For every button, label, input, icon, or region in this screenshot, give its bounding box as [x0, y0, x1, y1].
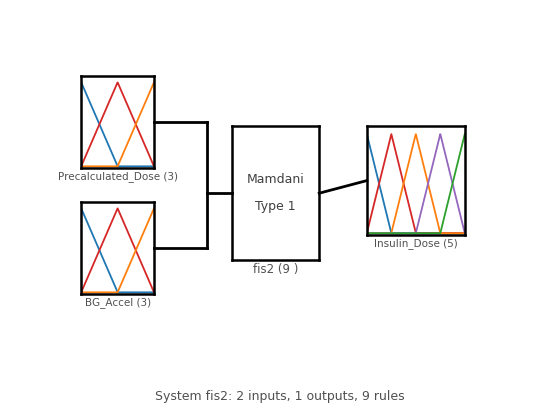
- Text: Mamdani: Mamdani: [247, 173, 305, 186]
- Text: System fis2: 2 inputs, 1 outputs, 9 rules: System fis2: 2 inputs, 1 outputs, 9 rule…: [155, 391, 405, 403]
- X-axis label: fis2 (9 ): fis2 (9 ): [253, 263, 298, 276]
- X-axis label: Precalculated_Dose (3): Precalculated_Dose (3): [58, 171, 178, 182]
- Text: Type 1: Type 1: [255, 200, 296, 213]
- X-axis label: Insulin_Dose (5): Insulin_Dose (5): [374, 238, 458, 249]
- X-axis label: BG_Accel (3): BG_Accel (3): [85, 297, 151, 308]
